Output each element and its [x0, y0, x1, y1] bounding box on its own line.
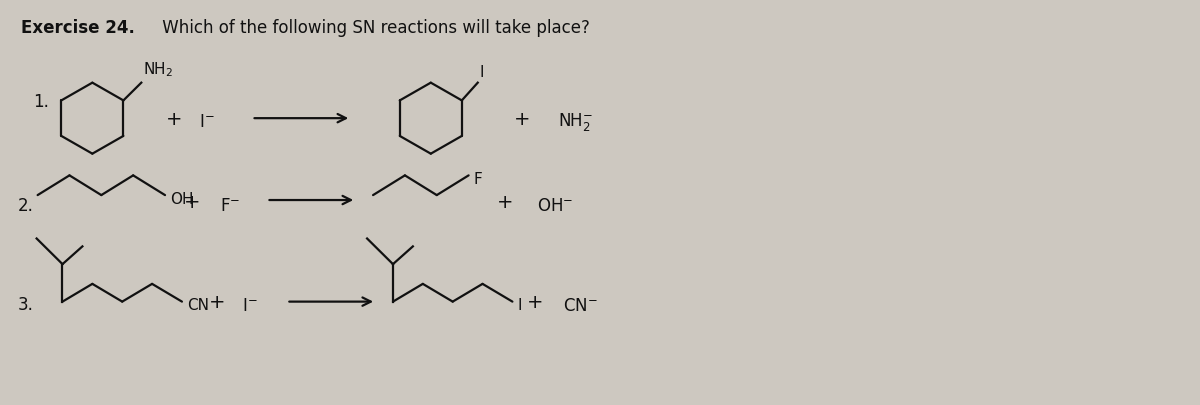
Text: OH$^{-}$: OH$^{-}$ [538, 196, 574, 214]
Text: +: + [166, 109, 182, 128]
Text: +: + [514, 109, 530, 128]
Text: 3.: 3. [18, 295, 34, 313]
Text: NH$_2^{-}$: NH$_2^{-}$ [558, 111, 593, 133]
Text: NH$_2$: NH$_2$ [143, 60, 174, 79]
Text: I$^{-}$: I$^{-}$ [199, 113, 215, 131]
Text: F: F [474, 171, 482, 186]
Text: 2.: 2. [18, 196, 34, 214]
Text: Exercise 24.: Exercise 24. [20, 19, 134, 36]
Text: I: I [517, 297, 522, 312]
Text: +: + [497, 193, 514, 212]
Text: I$^{-}$: I$^{-}$ [242, 296, 258, 314]
Text: CN: CN [187, 297, 209, 312]
Text: I: I [480, 64, 485, 79]
Text: +: + [184, 193, 200, 212]
Text: CN$^{-}$: CN$^{-}$ [563, 296, 598, 314]
Text: F$^{-}$: F$^{-}$ [220, 196, 240, 214]
Text: +: + [527, 292, 544, 311]
Text: 1.: 1. [32, 93, 48, 111]
Text: +: + [209, 292, 226, 311]
Text: Which of the following SN reactions will take place?: Which of the following SN reactions will… [157, 19, 590, 36]
Text: OH: OH [170, 191, 193, 206]
